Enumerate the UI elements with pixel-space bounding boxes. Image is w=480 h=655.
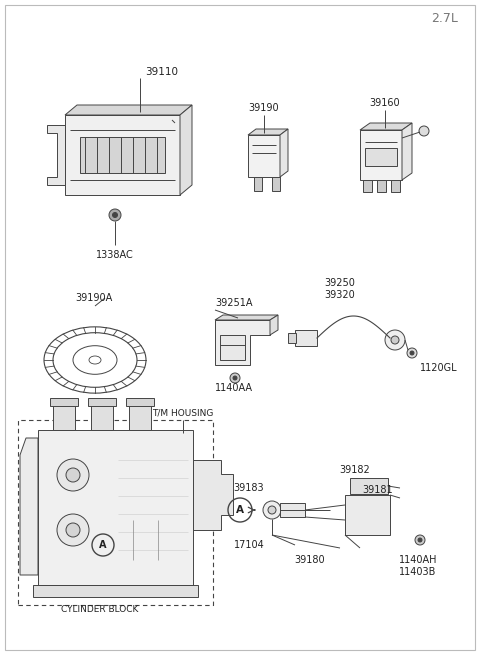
Circle shape (419, 126, 429, 136)
Text: 39181: 39181 (362, 485, 393, 495)
Bar (18, 420, 213, 605)
Circle shape (407, 348, 417, 358)
Text: 39190: 39190 (249, 103, 279, 113)
Bar (80, 137, 165, 173)
Polygon shape (180, 105, 192, 195)
Polygon shape (20, 438, 38, 575)
Text: 2.7L: 2.7L (432, 12, 458, 24)
Text: 1338AC: 1338AC (96, 250, 134, 260)
Text: 39110: 39110 (145, 67, 178, 77)
Text: A: A (236, 505, 244, 515)
Polygon shape (402, 123, 412, 180)
Polygon shape (254, 177, 262, 191)
Bar (65, 115, 180, 195)
Circle shape (415, 535, 425, 545)
Polygon shape (363, 180, 372, 192)
Polygon shape (220, 335, 245, 360)
Circle shape (268, 506, 276, 514)
Polygon shape (248, 129, 288, 135)
Bar (350, 478, 388, 494)
Circle shape (66, 468, 80, 482)
Text: 1140AH
11403B: 1140AH 11403B (399, 555, 437, 576)
Circle shape (230, 373, 240, 383)
Circle shape (66, 523, 80, 537)
Text: 17104: 17104 (234, 540, 264, 550)
Bar (126, 398, 154, 406)
Polygon shape (270, 315, 278, 335)
Polygon shape (272, 177, 280, 191)
Text: 39180: 39180 (295, 555, 325, 565)
Text: 39160: 39160 (370, 98, 400, 108)
Polygon shape (280, 129, 288, 177)
Text: 39250
39320: 39250 39320 (324, 278, 355, 300)
Circle shape (112, 212, 118, 217)
Bar (295, 330, 317, 346)
Polygon shape (215, 315, 278, 320)
Bar (50, 398, 78, 406)
Text: T/M HOUSING: T/M HOUSING (152, 409, 214, 417)
Bar (345, 495, 390, 535)
Bar (33, 585, 198, 597)
Bar (88, 398, 116, 406)
Text: 39190A: 39190A (75, 293, 112, 303)
Polygon shape (65, 105, 192, 115)
Circle shape (418, 538, 422, 542)
Text: 39183: 39183 (234, 483, 264, 493)
Bar (53, 405, 75, 430)
Polygon shape (360, 123, 412, 130)
Text: 39182: 39182 (340, 465, 371, 475)
Bar (248, 135, 280, 177)
Text: 39251A: 39251A (215, 298, 252, 308)
Circle shape (57, 514, 89, 546)
Bar (129, 405, 151, 430)
Circle shape (57, 459, 89, 491)
Polygon shape (47, 125, 65, 185)
Bar (360, 130, 402, 180)
Polygon shape (377, 180, 386, 192)
Circle shape (410, 351, 414, 355)
Circle shape (233, 376, 237, 380)
Bar (288, 333, 296, 343)
Bar (38, 430, 193, 585)
Text: A: A (99, 540, 107, 550)
Circle shape (391, 336, 399, 344)
Circle shape (263, 501, 281, 519)
Text: 1140AA: 1140AA (215, 383, 253, 393)
Text: 1120GL: 1120GL (420, 363, 457, 373)
Circle shape (109, 209, 121, 221)
Bar (280, 503, 305, 517)
Polygon shape (215, 320, 270, 365)
Text: CYLINDER BLOCK: CYLINDER BLOCK (61, 605, 139, 614)
Bar (91, 405, 113, 430)
Polygon shape (391, 180, 400, 192)
Polygon shape (193, 460, 233, 530)
Bar (365, 148, 397, 166)
Circle shape (385, 330, 405, 350)
